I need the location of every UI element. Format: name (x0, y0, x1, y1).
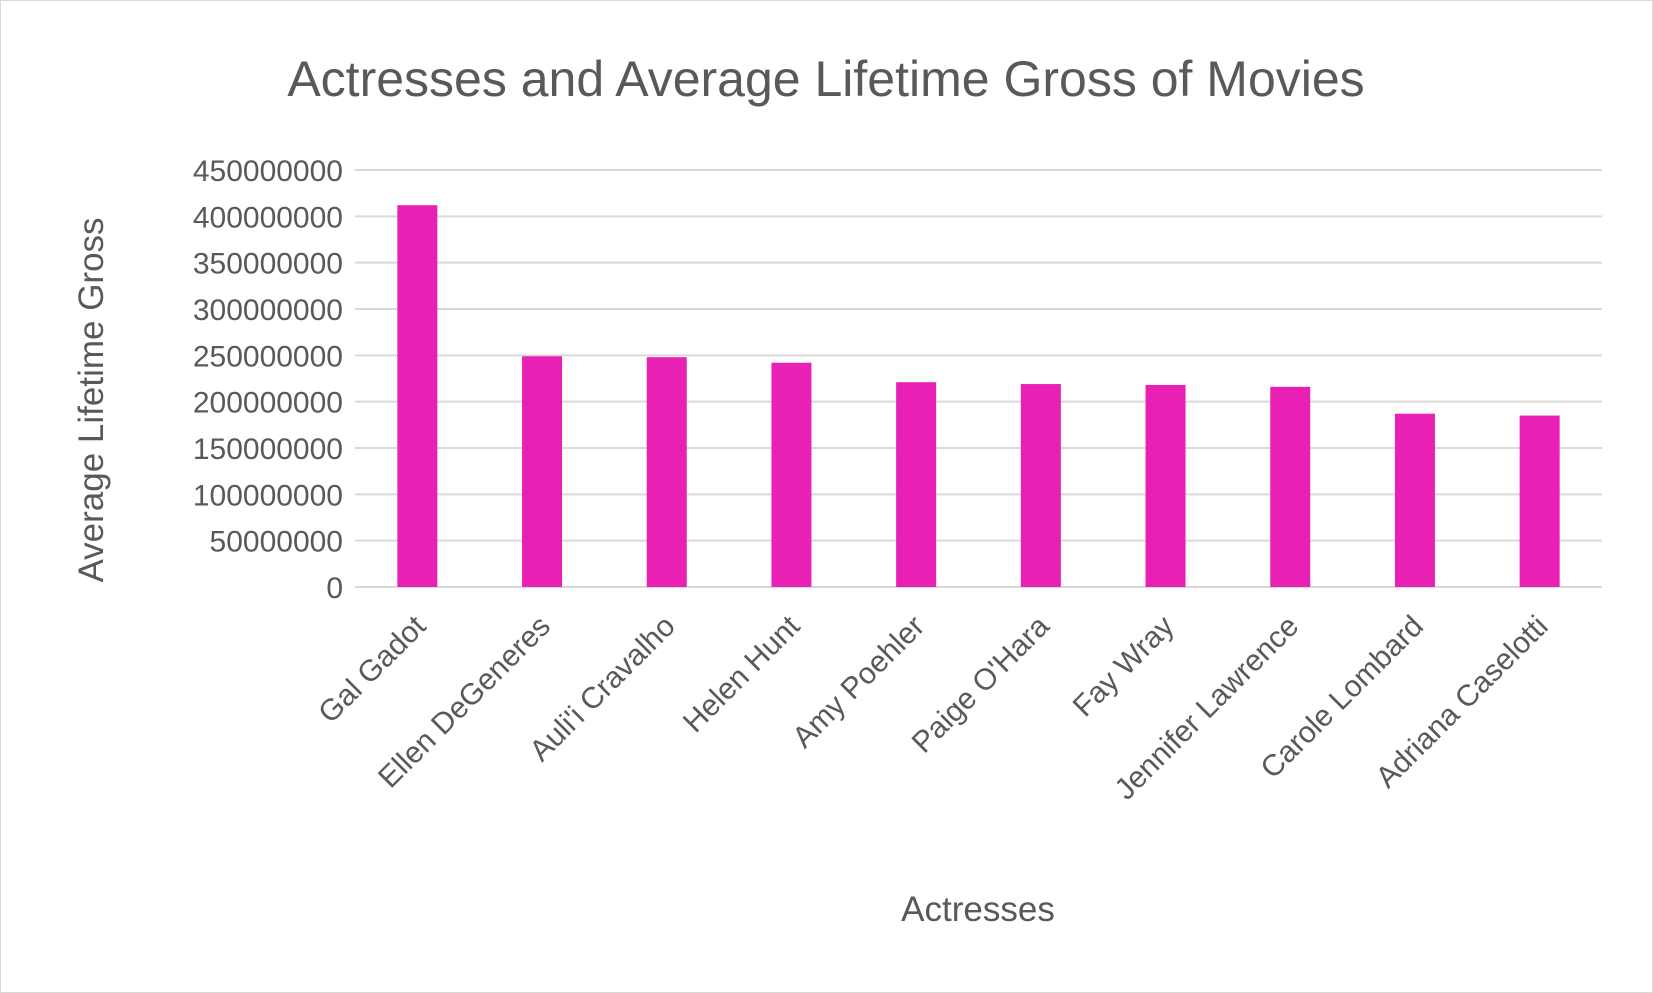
bar (1020, 384, 1061, 587)
bar (397, 205, 438, 588)
bar (771, 362, 812, 587)
bars (397, 205, 1560, 588)
bar (1519, 415, 1560, 587)
bar (1145, 384, 1186, 587)
y-tick-label: 350000000 (193, 248, 343, 281)
y-tick-label: 0 (326, 572, 343, 605)
y-axis-title: Average Lifetime Gross (72, 217, 111, 582)
y-tick-label: 150000000 (193, 433, 343, 466)
bar (522, 356, 563, 587)
y-axis-ticks: 0 50000000 100000000 150000000 200000000 2500… (193, 155, 343, 605)
bar (896, 382, 937, 587)
y-tick-label: 100000000 (193, 479, 343, 512)
y-tick-label: 300000000 (193, 294, 343, 327)
bar (1394, 413, 1435, 587)
x-tick-label: Gal Gadot (312, 609, 432, 729)
y-tick-label: 50000000 (210, 526, 343, 559)
x-axis-title: Actresses (901, 890, 1055, 929)
y-tick-label: 400000000 (193, 201, 343, 234)
y-tick-label: 200000000 (193, 387, 343, 420)
y-tick-label: 450000000 (193, 155, 343, 188)
chart-title: Actresses and Average Lifetime Gross of … (287, 51, 1364, 107)
x-tick-label: Helen Hunt (677, 609, 807, 739)
gridlines (355, 169, 1602, 588)
y-tick-label: 250000000 (193, 340, 343, 373)
bar (646, 357, 687, 587)
bar (1270, 386, 1311, 587)
x-tick-label: Fay Wray (1067, 610, 1181, 724)
